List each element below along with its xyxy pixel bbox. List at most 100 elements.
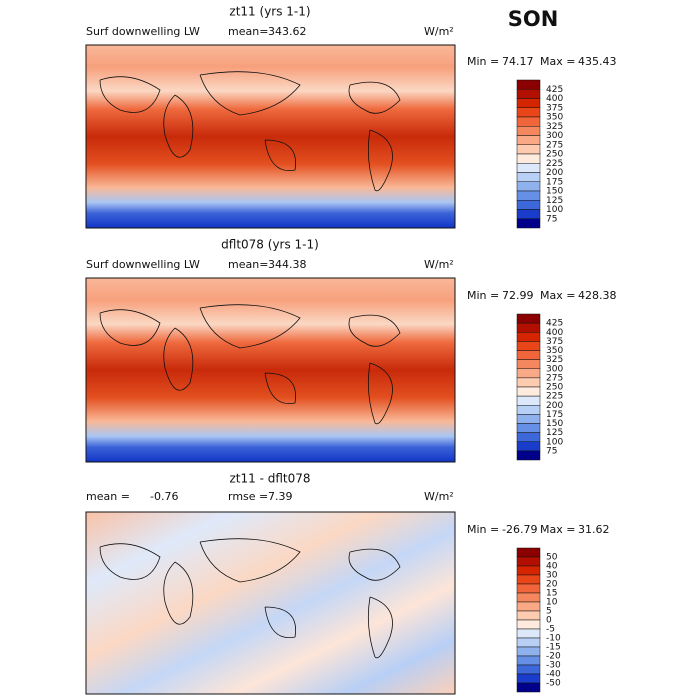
colorbar-label: 375 bbox=[546, 103, 563, 113]
colorbar-swatch bbox=[516, 592, 541, 603]
colorbar-swatch bbox=[516, 200, 541, 210]
map bbox=[85, 277, 456, 463]
colorbar-label: 425 bbox=[546, 85, 563, 95]
colorbar-label: 200 bbox=[546, 168, 563, 178]
colorbar-label: 125 bbox=[546, 428, 563, 438]
min-value: -26.79 bbox=[502, 523, 537, 536]
colorbar-swatch bbox=[516, 610, 541, 621]
colorbar-swatch bbox=[516, 395, 541, 406]
colorbar-swatch bbox=[516, 313, 541, 324]
map bbox=[85, 44, 456, 229]
max-label: Max = bbox=[540, 55, 575, 68]
colorbar-swatch bbox=[516, 332, 541, 342]
colorbar-swatch bbox=[516, 655, 541, 666]
colorbar-swatch bbox=[516, 574, 541, 585]
colorbar-swatch bbox=[516, 322, 541, 333]
max-label: Max = bbox=[540, 523, 575, 536]
colorbar-label: 150 bbox=[546, 187, 563, 197]
colorbar-label: 325 bbox=[546, 355, 563, 365]
min-value: 72.99 bbox=[502, 289, 534, 302]
colorbar-swatch bbox=[516, 181, 541, 192]
colorbar-swatch bbox=[516, 341, 541, 351]
colorbar-label: 225 bbox=[546, 159, 563, 169]
max-value: 428.38 bbox=[578, 289, 617, 302]
colorbar-swatch bbox=[516, 79, 541, 90]
colorbar-swatch bbox=[516, 163, 541, 173]
colorbar-label: -10 bbox=[546, 634, 561, 644]
stat-label: mean= bbox=[228, 25, 268, 38]
colorbar-label: 15 bbox=[546, 589, 557, 599]
colorbar-swatch bbox=[516, 547, 541, 558]
colorbar-label: 400 bbox=[546, 328, 563, 338]
panel-title: zt11 (yrs 1-1) bbox=[229, 5, 310, 19]
colorbar-label: 250 bbox=[546, 150, 563, 160]
colorbar-swatch bbox=[516, 153, 541, 164]
colorbar-swatch bbox=[516, 107, 541, 118]
min-label: Min = bbox=[467, 55, 499, 68]
colorbar-swatch bbox=[516, 619, 541, 630]
colorbar-swatch bbox=[516, 218, 541, 229]
colorbar-label: 300 bbox=[546, 364, 563, 374]
colorbar-swatch bbox=[516, 583, 541, 594]
coastline bbox=[99, 304, 401, 425]
colorbar-label: 5 bbox=[546, 607, 552, 617]
stat-value: 7.39 bbox=[268, 490, 293, 503]
units: W/m² bbox=[424, 25, 454, 38]
colorbar-label: 425 bbox=[546, 319, 563, 329]
colorbar-swatch bbox=[516, 89, 541, 99]
colorbar-label: 175 bbox=[546, 410, 563, 420]
colorbar-label: 325 bbox=[546, 122, 563, 132]
panel bbox=[85, 511, 456, 695]
map bbox=[85, 511, 456, 695]
colorbar-swatch bbox=[516, 172, 541, 182]
colorbar-label: 275 bbox=[546, 140, 563, 150]
colorbar-swatch bbox=[516, 556, 541, 567]
colorbar-label: -5 bbox=[546, 625, 555, 635]
min-label: Min = bbox=[467, 289, 499, 302]
colorbar-label: -30 bbox=[546, 661, 561, 671]
colorbar-swatch bbox=[516, 565, 541, 576]
panel bbox=[85, 44, 456, 229]
max-value: 31.62 bbox=[578, 523, 610, 536]
left-label: Surf downwelling LW bbox=[86, 258, 200, 271]
colorbar-swatch bbox=[516, 405, 541, 415]
stat-value: 343.62 bbox=[268, 25, 307, 38]
colorbar-swatch bbox=[516, 601, 541, 612]
colorbar-label: 100 bbox=[546, 437, 563, 447]
colorbar-swatch bbox=[516, 359, 541, 369]
units: W/m² bbox=[424, 490, 454, 503]
colorbar-swatch bbox=[516, 441, 541, 452]
colorbar-label: 75 bbox=[546, 446, 557, 456]
season-title: SON bbox=[508, 7, 559, 31]
colorbar-swatch bbox=[516, 450, 541, 461]
panel-title: dflt078 (yrs 1-1) bbox=[221, 238, 319, 252]
colorbar-label: 250 bbox=[546, 383, 563, 393]
coastline bbox=[99, 538, 401, 659]
panel bbox=[85, 277, 456, 463]
colorbar-label: 175 bbox=[546, 177, 563, 187]
colorbar-swatch bbox=[516, 190, 541, 201]
colorbar-swatch bbox=[516, 682, 541, 693]
panel-title: zt11 - dflt078 bbox=[229, 472, 310, 486]
colorbar-swatch bbox=[516, 209, 541, 219]
colorbar-swatch bbox=[516, 423, 541, 433]
colorbar-label: 0 bbox=[546, 616, 552, 626]
colorbar-swatch bbox=[516, 368, 541, 379]
colorbar-label: -15 bbox=[546, 643, 561, 653]
colorbar-label: 30 bbox=[546, 571, 558, 581]
colorbar-label: -20 bbox=[546, 652, 561, 662]
left-label: Surf downwelling LW bbox=[86, 25, 200, 38]
min-label: Min = bbox=[467, 523, 499, 536]
colorbar-label: 225 bbox=[546, 392, 563, 402]
colorbar-swatch bbox=[516, 135, 541, 145]
min-value: 74.17 bbox=[502, 55, 534, 68]
colorbar-swatch bbox=[516, 350, 541, 360]
colorbar-swatch bbox=[516, 386, 541, 397]
colorbar-swatch bbox=[516, 144, 541, 155]
colorbar-label: 350 bbox=[546, 346, 563, 356]
colorbar-swatch bbox=[516, 126, 541, 136]
colorbar-label: 20 bbox=[546, 580, 558, 590]
colorbar-swatch bbox=[516, 116, 541, 127]
colorbar-label: 400 bbox=[546, 94, 563, 104]
stat-label: rmse = bbox=[228, 490, 268, 503]
